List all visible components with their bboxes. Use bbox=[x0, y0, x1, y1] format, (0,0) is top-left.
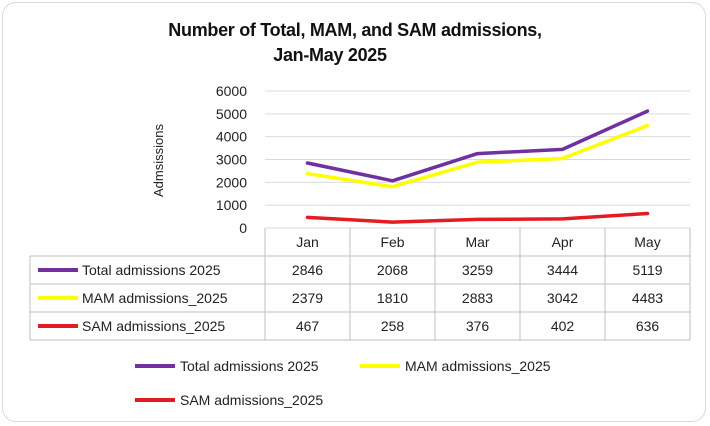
data-label: 467 bbox=[296, 318, 320, 334]
data-label: 376 bbox=[466, 318, 490, 334]
y-axis-label: Admsissions bbox=[151, 124, 166, 197]
data-label: 258 bbox=[381, 318, 405, 334]
y-tick-label: 5000 bbox=[216, 106, 247, 122]
y-tick-label: 6000 bbox=[216, 83, 247, 99]
y-tick-label: 3000 bbox=[216, 152, 247, 168]
data-label: 3444 bbox=[547, 262, 578, 278]
x-tick-label: May bbox=[634, 234, 660, 250]
data-label: 2068 bbox=[377, 262, 408, 278]
legend-entry: SAM admissions_2025 bbox=[180, 392, 323, 408]
table-series-label: SAM admissions_2025 bbox=[82, 318, 225, 334]
data-label: 402 bbox=[551, 318, 575, 334]
data-label: 2883 bbox=[462, 290, 493, 306]
chart-frame bbox=[2, 2, 706, 422]
series-line bbox=[305, 123, 650, 189]
x-tick-label: Feb bbox=[380, 234, 404, 250]
data-label: 1810 bbox=[377, 290, 408, 306]
data-label: 2846 bbox=[292, 262, 323, 278]
legend-entry: Total admissions 2025 bbox=[180, 358, 319, 374]
data-label: 636 bbox=[636, 318, 660, 334]
y-tick-label: 2000 bbox=[216, 174, 247, 190]
data-label: 2379 bbox=[292, 290, 323, 306]
chart-subtitle: Jan-May 2025 bbox=[273, 45, 387, 65]
x-tick-label: Mar bbox=[465, 234, 489, 250]
y-tick-label: 0 bbox=[239, 220, 247, 236]
y-tick-label: 1000 bbox=[216, 197, 247, 213]
data-label: 3259 bbox=[462, 262, 493, 278]
data-label: 4483 bbox=[632, 290, 663, 306]
x-tick-label: Jan bbox=[296, 234, 319, 250]
table-series-label: Total admissions 2025 bbox=[82, 262, 221, 278]
series-line bbox=[305, 211, 650, 224]
x-tick-label: Apr bbox=[552, 234, 574, 250]
chart-title: Number of Total, MAM, and SAM admissions… bbox=[168, 20, 542, 40]
data-label: 3042 bbox=[547, 290, 578, 306]
series-line bbox=[305, 109, 650, 183]
data-label: 5119 bbox=[632, 262, 662, 278]
legend-entry: MAM admissions_2025 bbox=[405, 358, 551, 374]
table-series-label: MAM admissions_2025 bbox=[82, 290, 228, 306]
y-tick-label: 4000 bbox=[216, 129, 247, 145]
